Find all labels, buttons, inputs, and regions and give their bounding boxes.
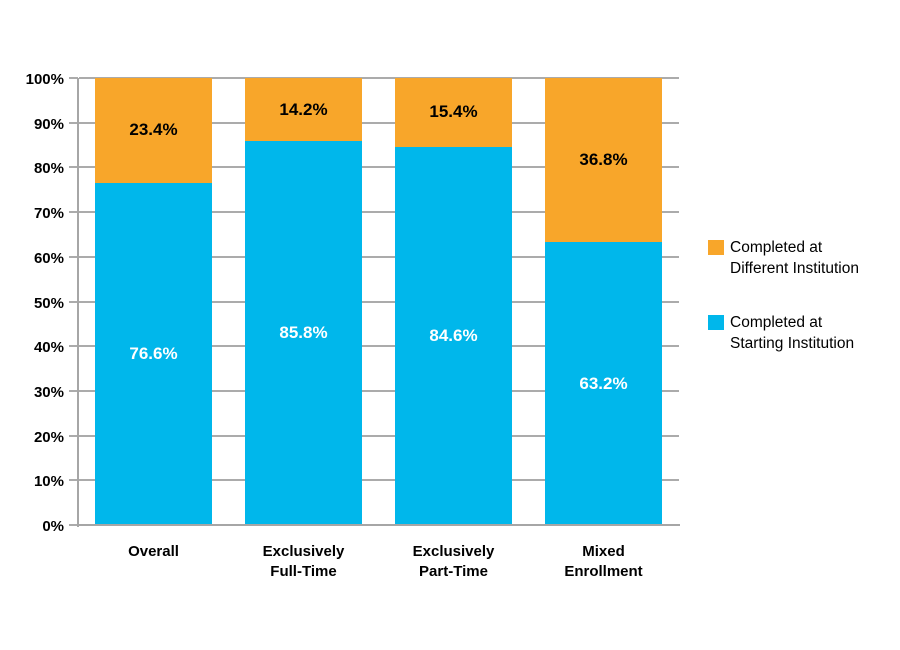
bar-segment-starting-institution <box>245 141 362 525</box>
y-axis-tick <box>69 345 78 348</box>
y-axis-line <box>77 78 79 527</box>
gridline <box>79 121 679 124</box>
gridline <box>79 211 679 214</box>
y-axis-label: 70% <box>33 205 64 223</box>
y-axis-tick <box>69 524 78 526</box>
gridline <box>79 166 679 169</box>
x-axis-line <box>77 524 680 526</box>
y-axis-label: 0% <box>42 518 64 535</box>
legend-item-completed-different-institution: Completed at Different Institution <box>708 237 859 279</box>
y-axis-label: 80% <box>33 160 64 178</box>
gridline <box>79 300 679 303</box>
bar-value-label: 23.4% <box>129 120 178 140</box>
legend: Completed at Different Institution Compl… <box>708 237 859 387</box>
bar-segment-different-institution <box>395 78 512 147</box>
y-axis-label: 40% <box>33 339 64 357</box>
y-axis-label: 60% <box>33 249 64 267</box>
bar-segment-starting-institution <box>545 242 662 525</box>
gridline <box>79 389 679 392</box>
y-axis-label: 50% <box>33 294 64 312</box>
bar-segment-starting-institution <box>395 146 512 525</box>
bar-value-label: 84.6% <box>429 325 478 345</box>
legend-swatch-orange-icon <box>708 240 724 255</box>
bar-value-label: 15.4% <box>429 102 478 122</box>
x-axis-category-label: Mixed Enrollment <box>564 543 643 580</box>
y-axis-tick <box>69 77 78 79</box>
bar-segment-different-institution <box>245 78 362 142</box>
y-axis-label: 10% <box>33 473 64 491</box>
bar-value-label: 76.6% <box>129 343 178 363</box>
y-axis-tick <box>69 434 78 437</box>
y-axis-tick <box>69 121 78 124</box>
bar-value-label: 85.8% <box>279 323 328 343</box>
gridline <box>79 479 679 482</box>
bar-value-label: 63.2% <box>579 373 628 393</box>
y-axis-tick <box>69 211 78 214</box>
y-axis-label: 20% <box>33 428 64 446</box>
bar-segment-different-institution <box>545 78 662 243</box>
gridline <box>79 255 679 258</box>
gridline <box>79 345 679 348</box>
legend-item-completed-starting-institution: Completed at Starting Institution <box>708 312 859 354</box>
y-axis-tick <box>69 300 78 303</box>
bar-segment-different-institution <box>95 78 212 183</box>
bar-value-label: 14.2% <box>279 99 328 119</box>
legend-label-different-institution: Completed at Different Institution <box>730 239 859 277</box>
gridline <box>79 77 679 79</box>
legend-swatch-blue-icon <box>708 315 724 330</box>
y-axis-label: 100% <box>25 71 64 88</box>
bar-value-label: 36.8% <box>579 150 628 170</box>
y-axis-tick <box>69 255 78 258</box>
x-axis-category-label: Overall <box>128 543 179 560</box>
y-axis-label: 90% <box>33 115 64 133</box>
bar-segment-starting-institution <box>95 182 212 525</box>
y-axis-tick <box>69 389 78 392</box>
y-axis-tick <box>69 166 78 169</box>
x-axis-category-label: Exclusively Full-Time <box>262 543 345 580</box>
legend-label-starting-institution: Completed at Starting Institution <box>730 314 855 352</box>
x-axis-category-label: Exclusively Part-Time <box>412 543 495 580</box>
y-axis-label: 30% <box>33 383 64 401</box>
y-axis-tick <box>69 479 78 482</box>
gridline <box>79 434 679 437</box>
